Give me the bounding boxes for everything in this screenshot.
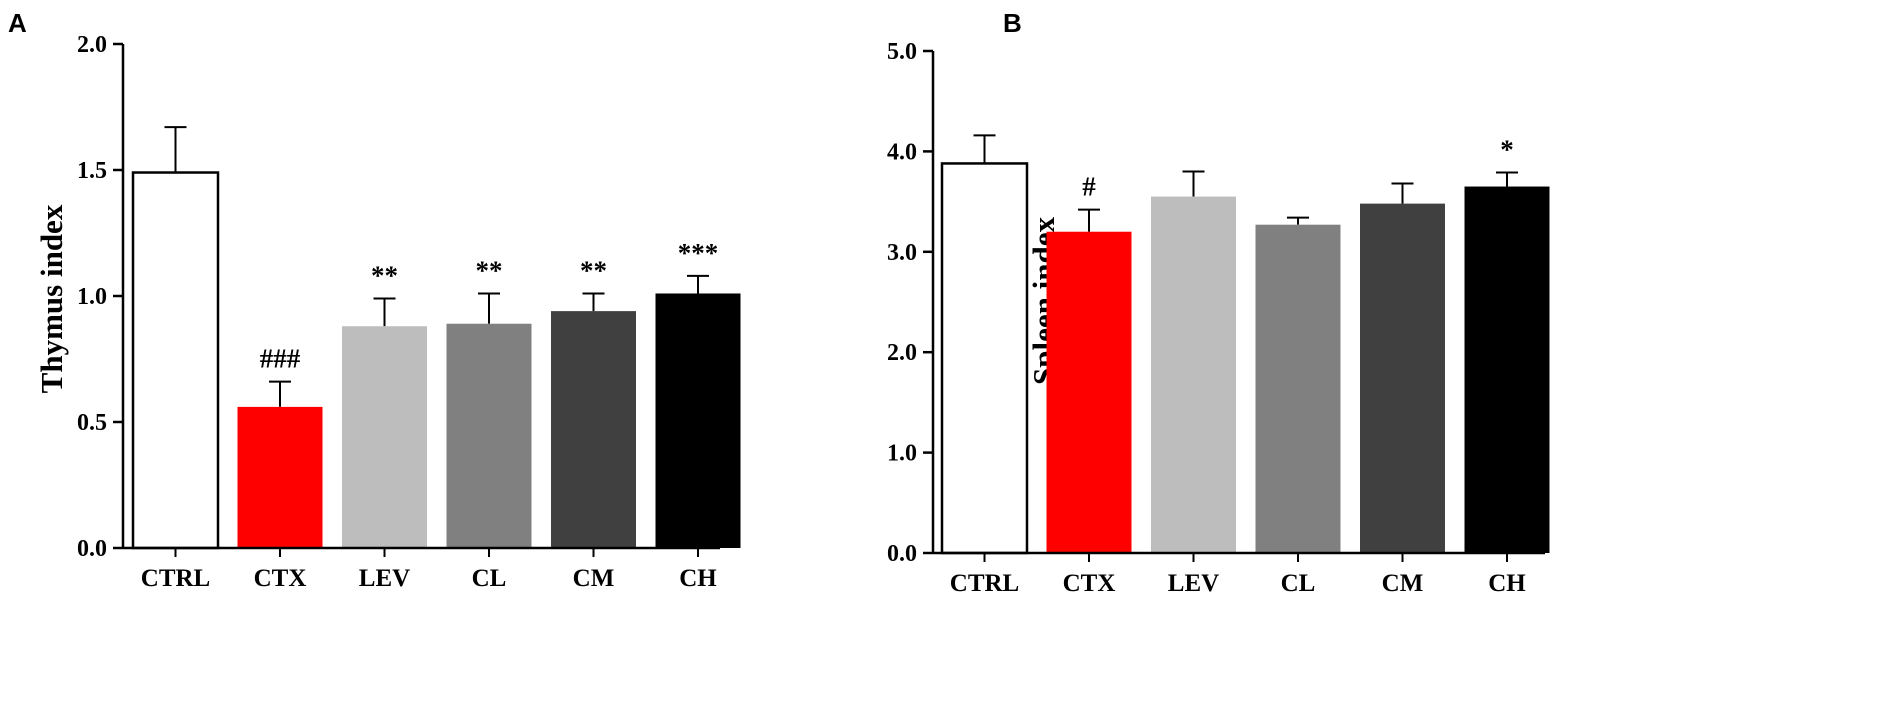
bar-lev: [1151, 196, 1236, 553]
annotation-ch: ***: [678, 238, 719, 268]
bar-ch: [1464, 186, 1550, 554]
y-tick-label-4-0: 4.0: [887, 139, 917, 165]
y-tick-label-1-0: 1.0: [77, 284, 107, 310]
bar-ctx: [237, 406, 323, 548]
bar-cm: [1360, 203, 1445, 553]
y-tick-label-1-0: 1.0: [887, 441, 917, 467]
x-tick-label-cl: CL: [472, 565, 507, 592]
x-tick-label-ch: CH: [679, 565, 717, 592]
panel-a: A Thymus index CTRL ### CTX ** LEV ** CL ** CM **…: [8, 8, 741, 592]
annotation-cm: **: [580, 255, 607, 285]
x-tick-label-lev: LEV: [1168, 570, 1219, 597]
panel-b: B Spleen index CTRL#CTX LEV CL CM*CH0.01.02…: [887, 8, 1550, 597]
annotation-ch: *: [1500, 134, 1514, 164]
x-tick-label-ctrl: CTRL: [141, 565, 210, 592]
annotation-lev: **: [371, 261, 398, 291]
x-tick-label-ch: CH: [1488, 570, 1526, 597]
y-axis-title-thymus: Thymus index: [34, 204, 69, 393]
annotation-cl: **: [476, 255, 503, 285]
x-tick-label-cm: CM: [573, 565, 615, 592]
bar-ch: [655, 293, 741, 548]
bar-lev: [342, 326, 427, 548]
bar-cl: [1255, 224, 1341, 553]
y-tick-label-1-5: 1.5: [77, 158, 107, 184]
x-tick-label-cl: CL: [1281, 570, 1316, 597]
y-tick-label-0-0: 0.0: [77, 536, 107, 562]
bar-cm: [551, 311, 636, 548]
y-tick-label-0-5: 0.5: [77, 410, 107, 436]
y-tick-label-2-0: 2.0: [887, 340, 917, 366]
x-tick-label-lev: LEV: [359, 565, 410, 592]
y-tick-label-0-0: 0.0: [887, 541, 917, 567]
bar-ctrl: [940, 162, 1029, 555]
panel-label-b: B: [1003, 8, 1022, 38]
x-tick-label-cm: CM: [1382, 570, 1424, 597]
x-tick-label-ctx: CTX: [254, 565, 307, 592]
panel-label-a: A: [8, 8, 27, 38]
bar-cl: [446, 323, 532, 548]
x-tick-label-ctrl: CTRL: [950, 570, 1019, 597]
y-tick-label-5-0: 5.0: [887, 39, 917, 65]
x-tick-label-ctx: CTX: [1063, 570, 1116, 597]
annotation-ctx: ###: [260, 344, 301, 374]
y-tick-label-2-0: 2.0: [77, 32, 107, 58]
annotation-ctx: #: [1082, 172, 1096, 202]
bar-ctrl: [131, 171, 220, 550]
y-tick-label-3-0: 3.0: [887, 240, 917, 266]
bar-ctx: [1046, 231, 1132, 553]
